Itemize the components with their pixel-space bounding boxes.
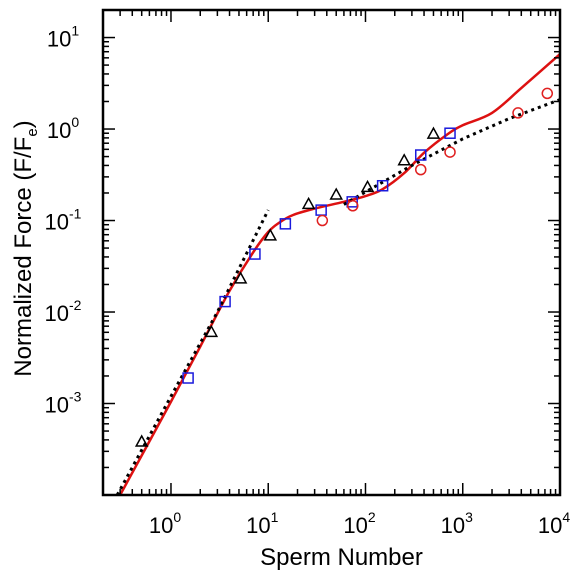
y-axis-title-close: ) [10, 120, 37, 128]
tick-layer: 100 101 102 103 104 10-3 10-2 10-1 100 101 [45, 9, 570, 538]
x-tick-label: 103 [441, 509, 473, 538]
x-tick-label: 102 [343, 509, 375, 538]
y-tick-label: 10-1 [45, 206, 82, 235]
x-tick-label: 104 [538, 509, 570, 538]
triangle-marker [134, 434, 149, 447]
y-axis-title: Normalized Force (F/Fe) [10, 120, 41, 376]
circle-marker [316, 214, 329, 227]
circle-marker [541, 87, 554, 100]
square-marker [249, 248, 261, 260]
y-axis-title-subscript: e [24, 128, 41, 136]
circle-marker [444, 146, 456, 158]
circle-marker [347, 200, 359, 212]
plot-frame [101, 8, 562, 497]
square-marker [346, 196, 358, 208]
x-axis-title: Sperm Number [260, 544, 423, 571]
triangle-marker [426, 126, 441, 139]
square-marker [182, 372, 194, 384]
fit-curve-line [119, 53, 560, 495]
triangle-marker [360, 179, 375, 193]
dotted-asymptote-line [115, 209, 270, 495]
square-marker [444, 127, 456, 139]
triangle-marker [329, 187, 343, 200]
square-marker [279, 218, 292, 230]
triangle-marker [263, 228, 278, 241]
triangle-marker [233, 271, 248, 284]
y-tick-label: 10-3 [45, 389, 82, 418]
x-tick-label: 101 [246, 509, 278, 538]
square-marker [414, 149, 427, 161]
y-tick-label: 100 [47, 114, 79, 143]
dotted-asymptote-line [343, 98, 560, 206]
triangle-marker [204, 324, 219, 338]
circle-marker [414, 163, 427, 176]
y-tick-label: 10-2 [45, 297, 82, 326]
triangle-marker [301, 196, 316, 210]
circle-marker [512, 107, 524, 119]
x-tick-label: 100 [149, 509, 181, 538]
square-marker [376, 179, 389, 192]
series-layer [115, 53, 560, 495]
y-axis-title-main: Normalized Force (F/F [10, 137, 37, 377]
square-marker [219, 295, 231, 308]
triangle-marker [397, 153, 411, 166]
y-tick-label: 101 [47, 23, 79, 52]
